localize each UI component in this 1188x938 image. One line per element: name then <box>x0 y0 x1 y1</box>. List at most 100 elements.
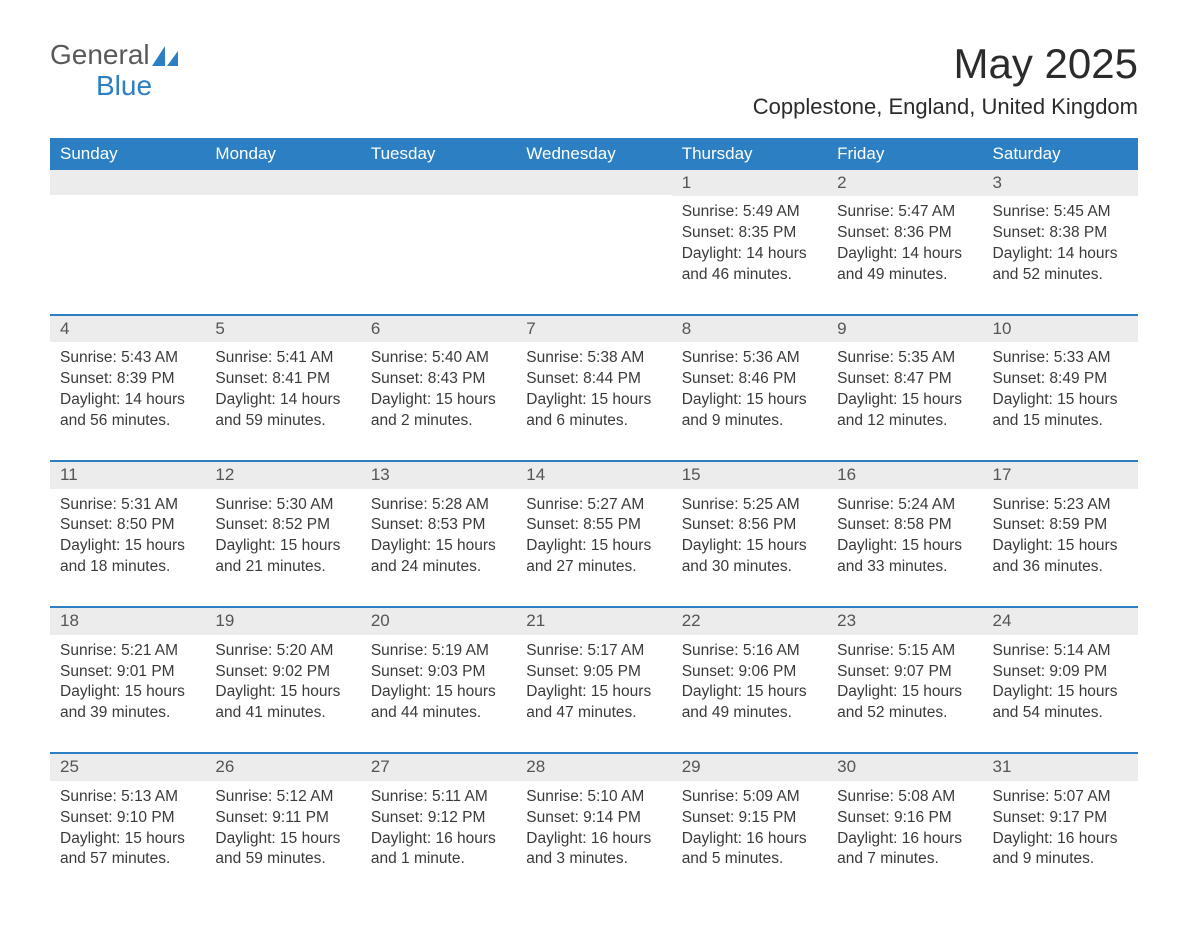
sunrise-text: Sunrise: 5:16 AM <box>682 641 817 662</box>
sunrise-text: Sunrise: 5:36 AM <box>682 348 817 369</box>
day-cell <box>205 170 360 315</box>
day-cell: 31Sunrise: 5:07 AMSunset: 9:17 PMDayligh… <box>983 753 1138 898</box>
daylight-text: Daylight: 15 hours and 49 minutes. <box>682 682 817 724</box>
day-number: 5 <box>205 316 360 342</box>
col-wednesday: Wednesday <box>516 138 671 170</box>
daylight-text: Daylight: 16 hours and 5 minutes. <box>682 829 817 871</box>
day-cell: 24Sunrise: 5:14 AMSunset: 9:09 PMDayligh… <box>983 607 1138 753</box>
day-cell: 1Sunrise: 5:49 AMSunset: 8:35 PMDaylight… <box>672 170 827 315</box>
daylight-text: Daylight: 15 hours and 21 minutes. <box>215 536 350 578</box>
day-cell: 25Sunrise: 5:13 AMSunset: 9:10 PMDayligh… <box>50 753 205 898</box>
daylight-text: Daylight: 15 hours and 2 minutes. <box>371 390 506 432</box>
page-subtitle: Copplestone, England, United Kingdom <box>753 94 1138 120</box>
day-body: Sunrise: 5:07 AMSunset: 9:17 PMDaylight:… <box>983 781 1138 899</box>
sunrise-text: Sunrise: 5:38 AM <box>526 348 661 369</box>
day-cell: 15Sunrise: 5:25 AMSunset: 8:56 PMDayligh… <box>672 461 827 607</box>
day-cell: 17Sunrise: 5:23 AMSunset: 8:59 PMDayligh… <box>983 461 1138 607</box>
day-body: Sunrise: 5:25 AMSunset: 8:56 PMDaylight:… <box>672 489 827 607</box>
sunset-text: Sunset: 8:49 PM <box>993 369 1128 390</box>
day-number: 29 <box>672 754 827 780</box>
sunrise-text: Sunrise: 5:24 AM <box>837 495 972 516</box>
sunrise-text: Sunrise: 5:35 AM <box>837 348 972 369</box>
day-number: 27 <box>361 754 516 780</box>
day-body: Sunrise: 5:27 AMSunset: 8:55 PMDaylight:… <box>516 489 671 607</box>
sunset-text: Sunset: 8:41 PM <box>215 369 350 390</box>
sunset-text: Sunset: 8:58 PM <box>837 515 972 536</box>
weekday-header-row: Sunday Monday Tuesday Wednesday Thursday… <box>50 138 1138 170</box>
day-cell: 23Sunrise: 5:15 AMSunset: 9:07 PMDayligh… <box>827 607 982 753</box>
day-cell: 12Sunrise: 5:30 AMSunset: 8:52 PMDayligh… <box>205 461 360 607</box>
day-number: 20 <box>361 608 516 634</box>
daylight-text: Daylight: 15 hours and 9 minutes. <box>682 390 817 432</box>
sunrise-text: Sunrise: 5:08 AM <box>837 787 972 808</box>
col-saturday: Saturday <box>983 138 1138 170</box>
day-cell: 8Sunrise: 5:36 AMSunset: 8:46 PMDaylight… <box>672 315 827 461</box>
day-number: 15 <box>672 462 827 488</box>
day-body: Sunrise: 5:23 AMSunset: 8:59 PMDaylight:… <box>983 489 1138 607</box>
day-number: 3 <box>983 170 1138 196</box>
sunset-text: Sunset: 8:43 PM <box>371 369 506 390</box>
day-body: Sunrise: 5:08 AMSunset: 9:16 PMDaylight:… <box>827 781 982 899</box>
logo: General Blue <box>50 40 179 101</box>
page-title: May 2025 <box>753 40 1138 88</box>
sunset-text: Sunset: 8:47 PM <box>837 369 972 390</box>
day-body: Sunrise: 5:38 AMSunset: 8:44 PMDaylight:… <box>516 342 671 460</box>
sunset-text: Sunset: 8:44 PM <box>526 369 661 390</box>
sunrise-text: Sunrise: 5:19 AM <box>371 641 506 662</box>
daylight-text: Daylight: 15 hours and 36 minutes. <box>993 536 1128 578</box>
day-number <box>361 170 516 195</box>
sunset-text: Sunset: 8:52 PM <box>215 515 350 536</box>
daylight-text: Daylight: 15 hours and 52 minutes. <box>837 682 972 724</box>
day-body: Sunrise: 5:30 AMSunset: 8:52 PMDaylight:… <box>205 489 360 607</box>
sunrise-text: Sunrise: 5:15 AM <box>837 641 972 662</box>
day-body: Sunrise: 5:12 AMSunset: 9:11 PMDaylight:… <box>205 781 360 899</box>
sunset-text: Sunset: 9:11 PM <box>215 808 350 829</box>
sunrise-text: Sunrise: 5:09 AM <box>682 787 817 808</box>
day-body: Sunrise: 5:10 AMSunset: 9:14 PMDaylight:… <box>516 781 671 899</box>
col-monday: Monday <box>205 138 360 170</box>
daylight-text: Daylight: 15 hours and 39 minutes. <box>60 682 195 724</box>
day-number: 18 <box>50 608 205 634</box>
sunrise-text: Sunrise: 5:17 AM <box>526 641 661 662</box>
sunset-text: Sunset: 8:55 PM <box>526 515 661 536</box>
day-body: Sunrise: 5:09 AMSunset: 9:15 PMDaylight:… <box>672 781 827 899</box>
daylight-text: Daylight: 15 hours and 44 minutes. <box>371 682 506 724</box>
day-number: 22 <box>672 608 827 634</box>
daylight-text: Daylight: 15 hours and 15 minutes. <box>993 390 1128 432</box>
calendar-table: Sunday Monday Tuesday Wednesday Thursday… <box>50 138 1138 898</box>
day-body: Sunrise: 5:41 AMSunset: 8:41 PMDaylight:… <box>205 342 360 460</box>
day-number: 4 <box>50 316 205 342</box>
day-number: 21 <box>516 608 671 634</box>
sunset-text: Sunset: 9:15 PM <box>682 808 817 829</box>
day-number: 12 <box>205 462 360 488</box>
day-cell <box>516 170 671 315</box>
day-number <box>516 170 671 195</box>
day-number: 30 <box>827 754 982 780</box>
day-body: Sunrise: 5:40 AMSunset: 8:43 PMDaylight:… <box>361 342 516 460</box>
sunset-text: Sunset: 9:16 PM <box>837 808 972 829</box>
daylight-text: Daylight: 14 hours and 46 minutes. <box>682 244 817 286</box>
sunset-text: Sunset: 8:38 PM <box>993 223 1128 244</box>
sunset-text: Sunset: 9:01 PM <box>60 662 195 683</box>
day-number: 25 <box>50 754 205 780</box>
sunrise-text: Sunrise: 5:49 AM <box>682 202 817 223</box>
title-block: May 2025 Copplestone, England, United Ki… <box>753 40 1138 132</box>
day-cell: 10Sunrise: 5:33 AMSunset: 8:49 PMDayligh… <box>983 315 1138 461</box>
day-number: 2 <box>827 170 982 196</box>
day-body: Sunrise: 5:43 AMSunset: 8:39 PMDaylight:… <box>50 342 205 460</box>
day-number: 6 <box>361 316 516 342</box>
sunset-text: Sunset: 8:50 PM <box>60 515 195 536</box>
sunrise-text: Sunrise: 5:28 AM <box>371 495 506 516</box>
page: General Blue May 2025 Copplestone, Engla… <box>0 0 1188 938</box>
day-cell: 2Sunrise: 5:47 AMSunset: 8:36 PMDaylight… <box>827 170 982 315</box>
logo-text: General Blue <box>50 40 179 101</box>
daylight-text: Daylight: 16 hours and 3 minutes. <box>526 829 661 871</box>
day-body: Sunrise: 5:20 AMSunset: 9:02 PMDaylight:… <box>205 635 360 753</box>
day-cell: 20Sunrise: 5:19 AMSunset: 9:03 PMDayligh… <box>361 607 516 753</box>
day-cell: 28Sunrise: 5:10 AMSunset: 9:14 PMDayligh… <box>516 753 671 898</box>
sunset-text: Sunset: 9:12 PM <box>371 808 506 829</box>
daylight-text: Daylight: 14 hours and 59 minutes. <box>215 390 350 432</box>
sunrise-text: Sunrise: 5:11 AM <box>371 787 506 808</box>
sunset-text: Sunset: 8:36 PM <box>837 223 972 244</box>
daylight-text: Daylight: 15 hours and 54 minutes. <box>993 682 1128 724</box>
